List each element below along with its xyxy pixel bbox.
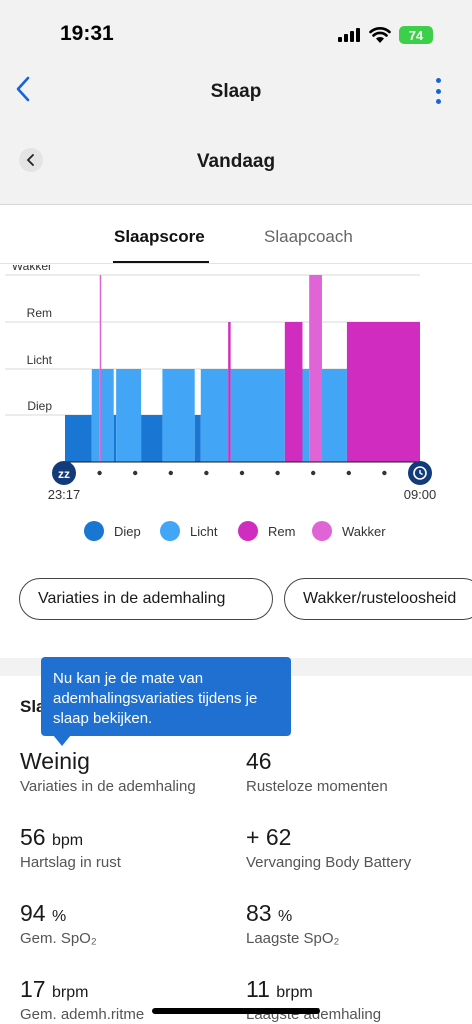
battery-level: 74 (408, 27, 424, 43)
status-bar: 19:31 74 (0, 0, 472, 62)
sleep-segment-bar (346, 322, 420, 462)
stat-label: Hartslag in rust (20, 854, 121, 871)
sleep-stages-chart: Diep Licht Rem Wakker zz 23:17 09:00 (5, 265, 437, 502)
timeline-dot (168, 470, 173, 476)
sleep-segment-bar (284, 322, 303, 462)
stat-value: 17 brpm (20, 976, 89, 1002)
tooltip-arrow (53, 735, 71, 746)
sleep-segment-bar (113, 415, 117, 462)
chevron-left-icon[interactable] (12, 75, 36, 103)
stat-value: 56 bpm (20, 824, 84, 850)
legend-item-wakker: Wakker (312, 521, 386, 541)
legend-label: Licht (190, 523, 218, 539)
previous-day-button[interactable] (19, 148, 43, 172)
cellular-signal-icon (338, 28, 362, 42)
legend-item-rem: Rem (238, 521, 295, 541)
stat-resting-heart-rate: 56 bpm Hartslag in rust (20, 824, 121, 871)
date-title: Vandaag (196, 151, 276, 172)
sleep-segment-bar (302, 369, 310, 462)
sleep-segment-bar (65, 415, 92, 462)
stats-header: Sla (20, 697, 46, 716)
date-navigator: Vandaag (0, 135, 472, 187)
x-tick-label-end: 09:00 (404, 487, 437, 502)
sleep-segment-bar (91, 369, 100, 462)
battery-icon: 74 (399, 26, 433, 44)
timeline-dot (239, 470, 245, 476)
legend-label: Diep (114, 523, 141, 539)
legend-swatch (312, 521, 332, 541)
chart-legend: Diep Licht Rem Wakker (0, 521, 472, 543)
sleep-chart-card: Slaapscore Slaapcoach Diep Licht Rem Wakker… (0, 204, 472, 658)
nav-bar: Slaap (0, 62, 472, 120)
chip-variaties-ademhaling[interactable]: Variaties in de ademhaling (19, 578, 273, 620)
stat-value: 46 (246, 748, 272, 774)
sleep-segment-bar (141, 415, 163, 462)
y-tick-label: Wakker (12, 265, 52, 273)
alarm-clock-face (413, 466, 427, 480)
stat-lowest-respiration: 11 brpm Laagste ademhaling (246, 976, 381, 1023)
stat-avg-respiration: 17 brpm Gem. ademh.ritme (20, 976, 144, 1023)
timeline-dot (133, 470, 138, 476)
y-tick-label: Diep (27, 399, 52, 413)
stat-label: Gem. ademh.ritme (20, 1006, 145, 1023)
sleep-segment-bar (194, 415, 201, 462)
more-vertical-icon[interactable] (428, 78, 448, 104)
stat-label: Variaties in de ademhaling (20, 778, 196, 795)
sleep-segment-bar (116, 369, 142, 462)
stat-label: Laagste SpO₂ (246, 930, 340, 947)
stat-lowest-spo2: 83 % Laagste SpO₂ (246, 900, 339, 947)
sleep-segment-bar (228, 322, 231, 462)
stat-restless-moments: 46 Rusteloze momenten (246, 748, 388, 795)
stat-body-battery: + 62 Vervanging Body Battery (246, 824, 411, 871)
sleep-segment-bar (100, 369, 114, 462)
sleep-segment-bar (230, 369, 285, 462)
y-tick-label: Licht (27, 353, 53, 367)
stat-value: 94 % (20, 900, 67, 926)
tabs-divider (0, 263, 472, 264)
sleep-segment-bar (162, 369, 195, 462)
y-tick-label: Rem (27, 306, 52, 320)
wifi-icon (369, 27, 391, 43)
sleep-segment-bar (309, 275, 322, 462)
legend-swatch (238, 521, 258, 541)
stat-value: + 62 (246, 824, 292, 850)
legend-item-diep: Diep (84, 521, 141, 541)
tab-slaapscore[interactable]: Slaapscore (114, 227, 205, 246)
legend-label: Rem (268, 523, 296, 539)
timeline-dot (346, 470, 351, 476)
home-indicator (152, 1008, 320, 1014)
sleep-zz-icon (52, 461, 76, 485)
chip-wakker-rusteloosheid[interactable]: Wakker/rusteloosheid (284, 578, 472, 620)
legend-item-licht: Licht (160, 521, 217, 541)
sleep-segment-bar (321, 369, 347, 462)
sleep-segment-bar (200, 369, 229, 462)
alarm-clock-hands (419, 470, 423, 476)
sleep-zz-icon-text: zz (58, 467, 70, 481)
timeline-dot (204, 470, 209, 476)
stat-label: Gem. SpO₂ (20, 930, 97, 947)
stat-avg-spo2: 94 % Gem. SpO₂ (20, 900, 97, 947)
x-tick-label-start: 23:17 (48, 487, 81, 502)
timeline-dot (311, 470, 316, 476)
stat-label: Vervanging Body Battery (246, 854, 412, 871)
sleep-segment-bar (99, 275, 102, 462)
page-title: Slaap (210, 81, 262, 102)
legend-swatch (84, 521, 104, 541)
tab-slaapcoach[interactable]: Slaapcoach (264, 227, 353, 246)
stat-value: Weinig (20, 748, 90, 774)
timeline-dot (97, 470, 102, 476)
stat-breathing-variations: Weinig Variaties in de ademhaling (20, 748, 196, 795)
timeline-dot (275, 470, 280, 476)
stat-value: 11 brpm (246, 976, 313, 1002)
legend-label: Wakker (342, 523, 386, 539)
info-tooltip[interactable]: Nu kan je de mate van ademhalingsvariati… (41, 657, 291, 736)
stat-value: 83 % (246, 900, 293, 926)
stat-label: Rusteloze momenten (246, 778, 388, 795)
legend-swatch (160, 521, 180, 541)
chevron-left-icon (26, 154, 34, 166)
active-tab-indicator (113, 261, 209, 263)
status-time: 19:31 (60, 22, 114, 45)
timeline-dot (382, 470, 387, 476)
